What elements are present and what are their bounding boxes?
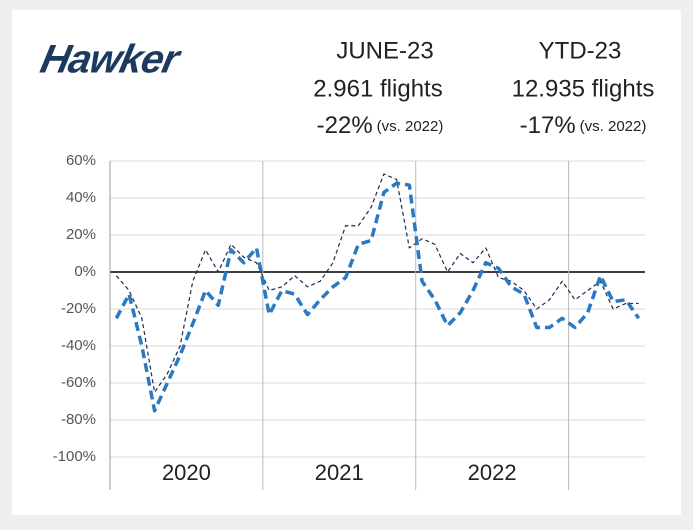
x-group-label: 2020 [162,460,211,485]
block-title: JUNE-23 [336,37,433,64]
y-tick-label: -80% [61,411,96,428]
x-group-label: 2022 [468,460,517,485]
block-change: -22% (vs. 2022) [317,112,444,139]
block-change: -17% (vs. 2022) [520,112,647,139]
y-tick-label: -100% [53,448,96,465]
y-tick-label: -20% [61,300,96,317]
x-group-label: 2021 [315,460,364,485]
y-tick-label: 40% [66,189,96,206]
block-flights: 2.961 flights [313,75,442,102]
change: -22% [317,112,373,139]
y-tick-label: -40% [61,337,96,354]
y-tick-label: 20% [66,226,96,243]
y-tick-label: 0% [74,263,96,280]
block-flights: 12.935 flights [512,75,655,102]
note: (vs. 2022) [580,118,647,135]
block-title: YTD-23 [539,37,622,64]
logo: Hawker [37,36,186,81]
change: -17% [520,112,576,139]
card [12,10,681,515]
y-tick-label: -60% [61,374,96,391]
logo-text: Hawker [37,36,186,81]
note: (vs. 2022) [377,118,444,135]
y-tick-label: 60% [66,152,96,169]
line-series [114,181,641,413]
